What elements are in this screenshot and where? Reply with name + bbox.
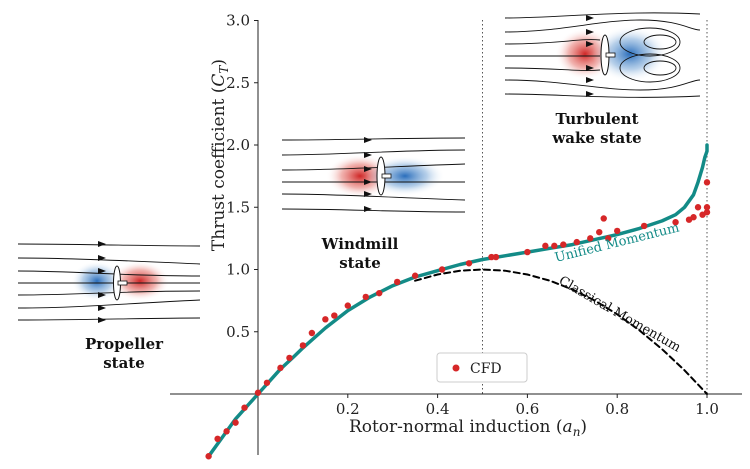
x-axis-title: Rotor-normal induction (an) [349, 417, 587, 439]
x-tick-label: 0.4 [426, 400, 450, 418]
cfd-point [492, 253, 500, 261]
cfd-point [600, 215, 607, 222]
cfd-point [465, 260, 473, 267]
y-tick-label: 3.0 [226, 12, 250, 30]
x-tick-label: 0.8 [605, 400, 629, 418]
cfd-point [573, 238, 580, 246]
propeller-label-line1: Propeller [85, 335, 164, 353]
axes [170, 20, 742, 455]
inset-turbulent-wake: Turbulent wake state [504, 12, 701, 147]
x-tick-label: 1.0 [695, 400, 719, 418]
cfd-point [542, 242, 549, 250]
cfd-point [488, 253, 495, 261]
plot-area: 0.2 0.4 0.6 0.8 1.0 0.5 1.0 1.5 2.0 2.5 3.0 [170, 12, 742, 460]
unified-momentum-line [206, 143, 709, 459]
cfd-point [560, 241, 567, 248]
cfd-point [703, 179, 711, 186]
cfd-point [299, 342, 307, 349]
windmill-label-line1: Windmill [321, 235, 399, 253]
cfd-point [393, 278, 401, 286]
cfd-point [411, 272, 419, 279]
cfd-point [703, 204, 711, 211]
cfd-point [640, 222, 648, 230]
cfd-point [614, 227, 621, 235]
cfd-point [694, 204, 702, 211]
cfd-point [551, 242, 558, 250]
y-axis-ticks: 0.5 1.0 1.5 2.0 2.5 3.0 [226, 12, 258, 341]
cfd-point [241, 404, 248, 411]
y-tick-label: 0.5 [226, 323, 250, 341]
cfd-points [205, 179, 711, 460]
x-tick-label: 0.2 [336, 400, 360, 418]
cfd-point [376, 289, 383, 297]
y-tick-label: 2.5 [226, 74, 250, 92]
inset-propeller: Propeller state [17, 241, 201, 372]
y-tick-label: 1.5 [226, 198, 250, 216]
cfd-point [223, 428, 230, 435]
inset-windmill: Windmill state [281, 137, 466, 272]
cfd-point [703, 209, 711, 216]
cfd-point [438, 266, 446, 273]
cfd-point [214, 435, 221, 443]
turbulent-label-line2: wake state [551, 129, 641, 147]
cfd-point [690, 214, 697, 221]
legend-cfd-label: CFD [470, 361, 502, 377]
x-tick-label: 0.6 [515, 400, 539, 418]
x-axis-ticks: 0.2 0.4 0.6 0.8 1.0 [336, 394, 719, 418]
classical-momentum-label: Classical Momentum [556, 273, 683, 355]
cfd-point [277, 364, 284, 372]
cfd-point [344, 302, 351, 309]
y-tick-label: 1.0 [226, 261, 250, 279]
cfd-point [362, 293, 369, 301]
cfd-point [205, 453, 212, 460]
classical-momentum-line [414, 268, 708, 395]
cfd-point [672, 218, 679, 226]
legend: CFD [436, 352, 528, 383]
cfd-point [524, 248, 531, 256]
cfd-point [286, 354, 293, 362]
cfd-point [308, 329, 316, 337]
cfd-point [596, 228, 603, 236]
cfd-point [232, 419, 239, 426]
cfd-point [263, 379, 271, 386]
y-tick-label: 2.0 [226, 136, 250, 154]
propeller-label-line2: state [103, 354, 145, 372]
series-lines [206, 143, 709, 459]
cfd-point [331, 312, 338, 319]
cfd-point [254, 389, 262, 396]
y-axis-title: Thrust coefficient (CT) [209, 59, 231, 251]
cfd-point [322, 316, 329, 323]
turbulent-label-line1: Turbulent [555, 110, 638, 128]
cfd-point [605, 235, 612, 242]
cfd-point [587, 235, 594, 242]
legend-cfd-marker [452, 364, 460, 372]
windmill-label-line2: state [339, 254, 381, 272]
